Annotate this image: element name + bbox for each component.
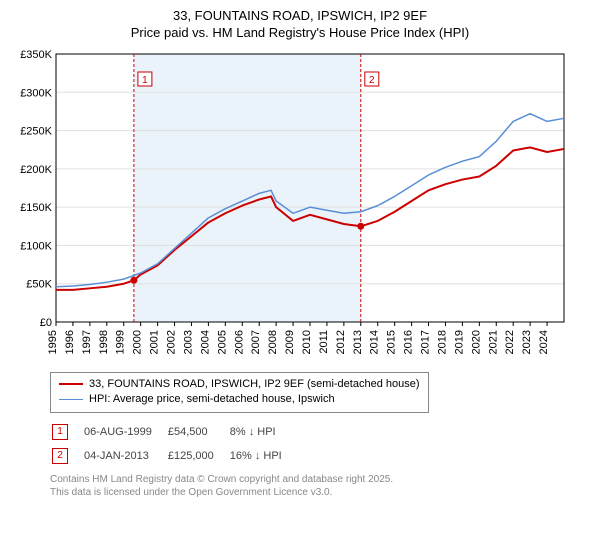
svg-text:2013: 2013 (352, 330, 364, 354)
svg-text:2009: 2009 (284, 330, 296, 354)
svg-text:2020: 2020 (470, 330, 482, 354)
legend-swatch (59, 383, 83, 385)
marker-badge: 2 (52, 448, 68, 464)
sale-date: 06-AUG-1999 (84, 421, 166, 443)
svg-text:2000: 2000 (132, 330, 144, 354)
svg-text:2019: 2019 (453, 330, 465, 354)
svg-text:2001: 2001 (149, 330, 161, 354)
svg-text:2007: 2007 (250, 330, 262, 354)
marker-badge: 1 (52, 424, 68, 440)
svg-text:1999: 1999 (115, 330, 127, 354)
chart-area: £0 £50K £100K £150K £200K £250K £300K £350K 1995… (10, 48, 590, 368)
svg-text:1: 1 (142, 75, 148, 86)
svg-text:2012: 2012 (335, 330, 347, 354)
svg-text:1997: 1997 (81, 330, 93, 354)
svg-text:2006: 2006 (233, 330, 245, 354)
svg-text:2004: 2004 (199, 330, 211, 354)
sale-date: 04-JAN-2013 (84, 445, 166, 467)
hpi-delta: 8% ↓ HPI (230, 421, 296, 443)
chart-title-block: 33, FOUNTAINS ROAD, IPSWICH, IP2 9EF Pri… (10, 8, 590, 42)
svg-text:2008: 2008 (267, 330, 279, 354)
table-row: 2 04-JAN-2013£125,00016% ↓ HPI (52, 445, 296, 467)
svg-text:£0: £0 (40, 317, 52, 329)
footer: Contains HM Land Registry data © Crown c… (50, 473, 590, 499)
svg-text:2014: 2014 (369, 330, 381, 354)
svg-text:2017: 2017 (420, 330, 432, 354)
svg-text:£200K: £200K (20, 164, 52, 176)
sale-price: £54,500 (168, 421, 228, 443)
legend-label: 33, FOUNTAINS ROAD, IPSWICH, IP2 9EF (se… (89, 377, 420, 392)
title-line-2: Price paid vs. HM Land Registry's House … (10, 25, 590, 42)
svg-text:£350K: £350K (20, 49, 52, 61)
legend-row: 33, FOUNTAINS ROAD, IPSWICH, IP2 9EF (se… (59, 377, 420, 392)
svg-text:£100K: £100K (20, 240, 52, 252)
svg-text:1995: 1995 (47, 330, 59, 354)
title-line-1: 33, FOUNTAINS ROAD, IPSWICH, IP2 9EF (10, 8, 590, 25)
svg-text:2003: 2003 (182, 330, 194, 354)
svg-text:2022: 2022 (504, 330, 516, 354)
sale-price: £125,000 (168, 445, 228, 467)
svg-text:£50K: £50K (26, 278, 52, 290)
svg-text:£150K: £150K (20, 202, 52, 214)
svg-text:2: 2 (369, 75, 375, 86)
svg-text:1998: 1998 (98, 330, 110, 354)
svg-text:2023: 2023 (521, 330, 533, 354)
legend-label: HPI: Average price, semi-detached house,… (89, 392, 335, 407)
table-row: 1 06-AUG-1999£54,5008% ↓ HPI (52, 421, 296, 443)
svg-text:2011: 2011 (318, 330, 330, 354)
svg-text:2015: 2015 (386, 330, 398, 354)
svg-text:2005: 2005 (216, 330, 228, 354)
svg-text:2021: 2021 (487, 330, 499, 354)
legend-row: HPI: Average price, semi-detached house,… (59, 392, 420, 407)
footer-line-2: This data is licensed under the Open Gov… (50, 486, 590, 499)
legend: 33, FOUNTAINS ROAD, IPSWICH, IP2 9EF (se… (50, 372, 429, 413)
svg-text:1996: 1996 (64, 330, 76, 354)
sale-points-table: 1 06-AUG-1999£54,5008% ↓ HPI 2 04-JAN-2013£… (50, 419, 298, 469)
hpi-delta: 16% ↓ HPI (230, 445, 296, 467)
footer-line-1: Contains HM Land Registry data © Crown c… (50, 473, 590, 486)
legend-swatch (59, 399, 83, 400)
svg-text:£300K: £300K (20, 87, 52, 99)
svg-text:2002: 2002 (166, 330, 178, 354)
svg-text:2024: 2024 (538, 330, 550, 354)
svg-text:2018: 2018 (436, 330, 448, 354)
svg-text:2010: 2010 (301, 330, 313, 354)
line-chart-svg: £0 £50K £100K £150K £200K £250K £300K £350K 1995… (10, 48, 570, 368)
svg-text:£250K: £250K (20, 125, 52, 137)
svg-text:2016: 2016 (403, 330, 415, 354)
